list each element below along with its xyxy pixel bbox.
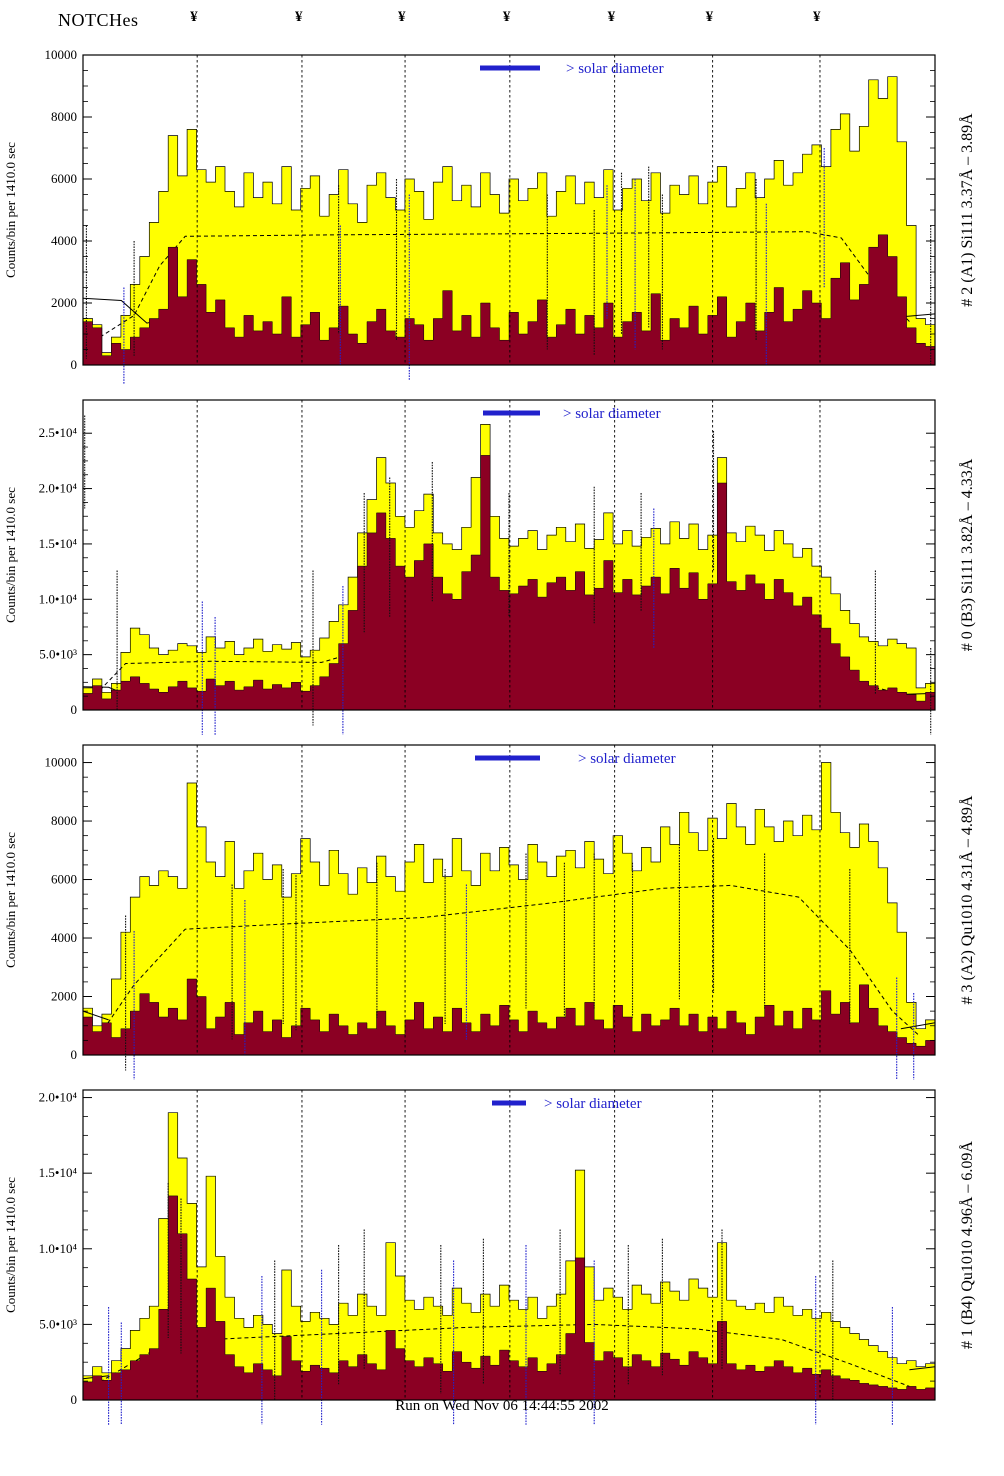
y-axis-title: Counts/bin per 1410.0 sec — [3, 832, 18, 968]
y-axis-title: Counts/bin per 1410.0 sec — [3, 142, 18, 278]
y-tick-label: 0 — [71, 702, 78, 717]
solar-diameter-legend-label: > solar diameter — [544, 1096, 642, 1112]
y-tick-label: 8000 — [51, 109, 77, 124]
notch-symbol: ¥ — [502, 9, 511, 25]
plot-border — [82, 1089, 936, 1401]
y-tick-label: 2.0•10⁴ — [39, 1090, 78, 1105]
notch-header: NOTCHes ¥ ¥ ¥ ¥ ¥ ¥ ¥ — [0, 0, 1004, 47]
solar-diameter-legend-label: > solar diameter — [563, 406, 661, 422]
guide-dashed-line — [99, 231, 910, 338]
panel-2-chart: 0 5.0•10³ 1.0•10⁴ 1.5•10⁴ 2.0•10⁴ 2.5•10⁴ > so… — [3, 399, 976, 735]
panel-right-title: # 2 (A1) Si111 3.37Å – 3.89Å — [958, 113, 976, 307]
notch-symbol: ¥ — [398, 9, 406, 25]
y-tick-label: 5.0•10³ — [39, 1316, 77, 1331]
panel-4: 0 5.0•10³ 1.0•10⁴ 1.5•10⁴ 2.0•10⁴ > solar dia… — [0, 1082, 1004, 1427]
y-tick-label: 4000 — [51, 233, 77, 248]
panel-right-title: # 1 (B4) Qu1010 4.96Å – 6.09Å — [958, 1141, 976, 1349]
guide-solid-line — [82, 1010, 109, 1021]
histogram-lower — [82, 978, 936, 1056]
y-tick-label: 2000 — [51, 989, 77, 1004]
y-tick-label: 8000 — [51, 813, 77, 828]
notch-symbol: ¥ — [607, 9, 616, 25]
panel-right-title: # 0 (B3) Si111 3.82Å – 4.33Å — [958, 458, 976, 651]
y-tick-label: 6000 — [51, 872, 77, 887]
histogram-lower — [82, 234, 936, 366]
y-tick-label: 0 — [71, 357, 78, 372]
y-tick-label: 1.5•10⁴ — [39, 1165, 78, 1180]
y-tick-label: 1.0•10⁴ — [39, 1241, 78, 1256]
guide-solid-line — [909, 1366, 936, 1371]
solar-diameter-legend-label: > solar diameter — [578, 751, 676, 767]
notch-symbol: ¥ — [705, 9, 714, 25]
histogram-upper — [82, 76, 936, 366]
panel-4-chart: 0 5.0•10³ 1.0•10⁴ 1.5•10⁴ 2.0•10⁴ > solar dia… — [3, 1089, 976, 1425]
y-tick-label: 6000 — [51, 171, 77, 186]
panel-2: 0 5.0•10³ 1.0•10⁴ 1.5•10⁴ 2.0•10⁴ 2.5•10⁴ > so… — [0, 392, 1004, 737]
plot-border — [82, 399, 936, 711]
y-axis-title: Counts/bin per 1410.0 sec — [3, 1177, 18, 1313]
run-timestamp: Run on Wed Nov 06 14:44:55 2002 — [395, 1398, 609, 1414]
y-tick-label: 2.0•10⁴ — [39, 481, 78, 496]
guide-solid-line — [900, 1022, 936, 1030]
notches-title: NOTCHes — [58, 10, 139, 30]
guide-dashed-line — [99, 1323, 910, 1387]
y-tick-label: 0 — [71, 1047, 78, 1062]
solar-diameter-legend-label: > solar diameter — [566, 61, 664, 77]
y-tick-label: 2000 — [51, 295, 77, 310]
panel-1-chart: 0 2000 4000 6000 8000 10000 > solar diameter Co… — [3, 47, 976, 384]
plot-border — [82, 744, 936, 1056]
panel-1: 0 2000 4000 6000 8000 10000 > solar diameter Co… — [0, 47, 1004, 392]
y-tick-label: 2.5•10⁴ — [39, 425, 78, 440]
notch-symbol: ¥ — [190, 9, 198, 25]
y-tick-label: 10000 — [45, 755, 78, 770]
y-tick-label: 0 — [71, 1392, 78, 1407]
notch-symbol: ¥ — [812, 9, 821, 25]
y-axis-title: Counts/bin per 1410.0 sec — [3, 487, 18, 623]
y-tick-label: 10000 — [45, 47, 78, 62]
y-tick-label: 1.5•10⁴ — [39, 536, 78, 551]
notch-symbol: ¥ — [294, 9, 303, 25]
panel-3-chart: 0 2000 4000 6000 8000 10000 > solar diameter Co… — [3, 744, 976, 1080]
y-tick-label: 1.0•10⁴ — [39, 591, 78, 606]
panel-right-title: # 3 (A2) Qu1010 4.31Å – 4.89Å — [958, 795, 976, 1004]
y-tick-label: 5.0•10³ — [39, 647, 77, 662]
panel-3: 0 2000 4000 6000 8000 10000 > solar diameter Co… — [0, 737, 1004, 1082]
y-tick-label: 4000 — [51, 930, 77, 945]
